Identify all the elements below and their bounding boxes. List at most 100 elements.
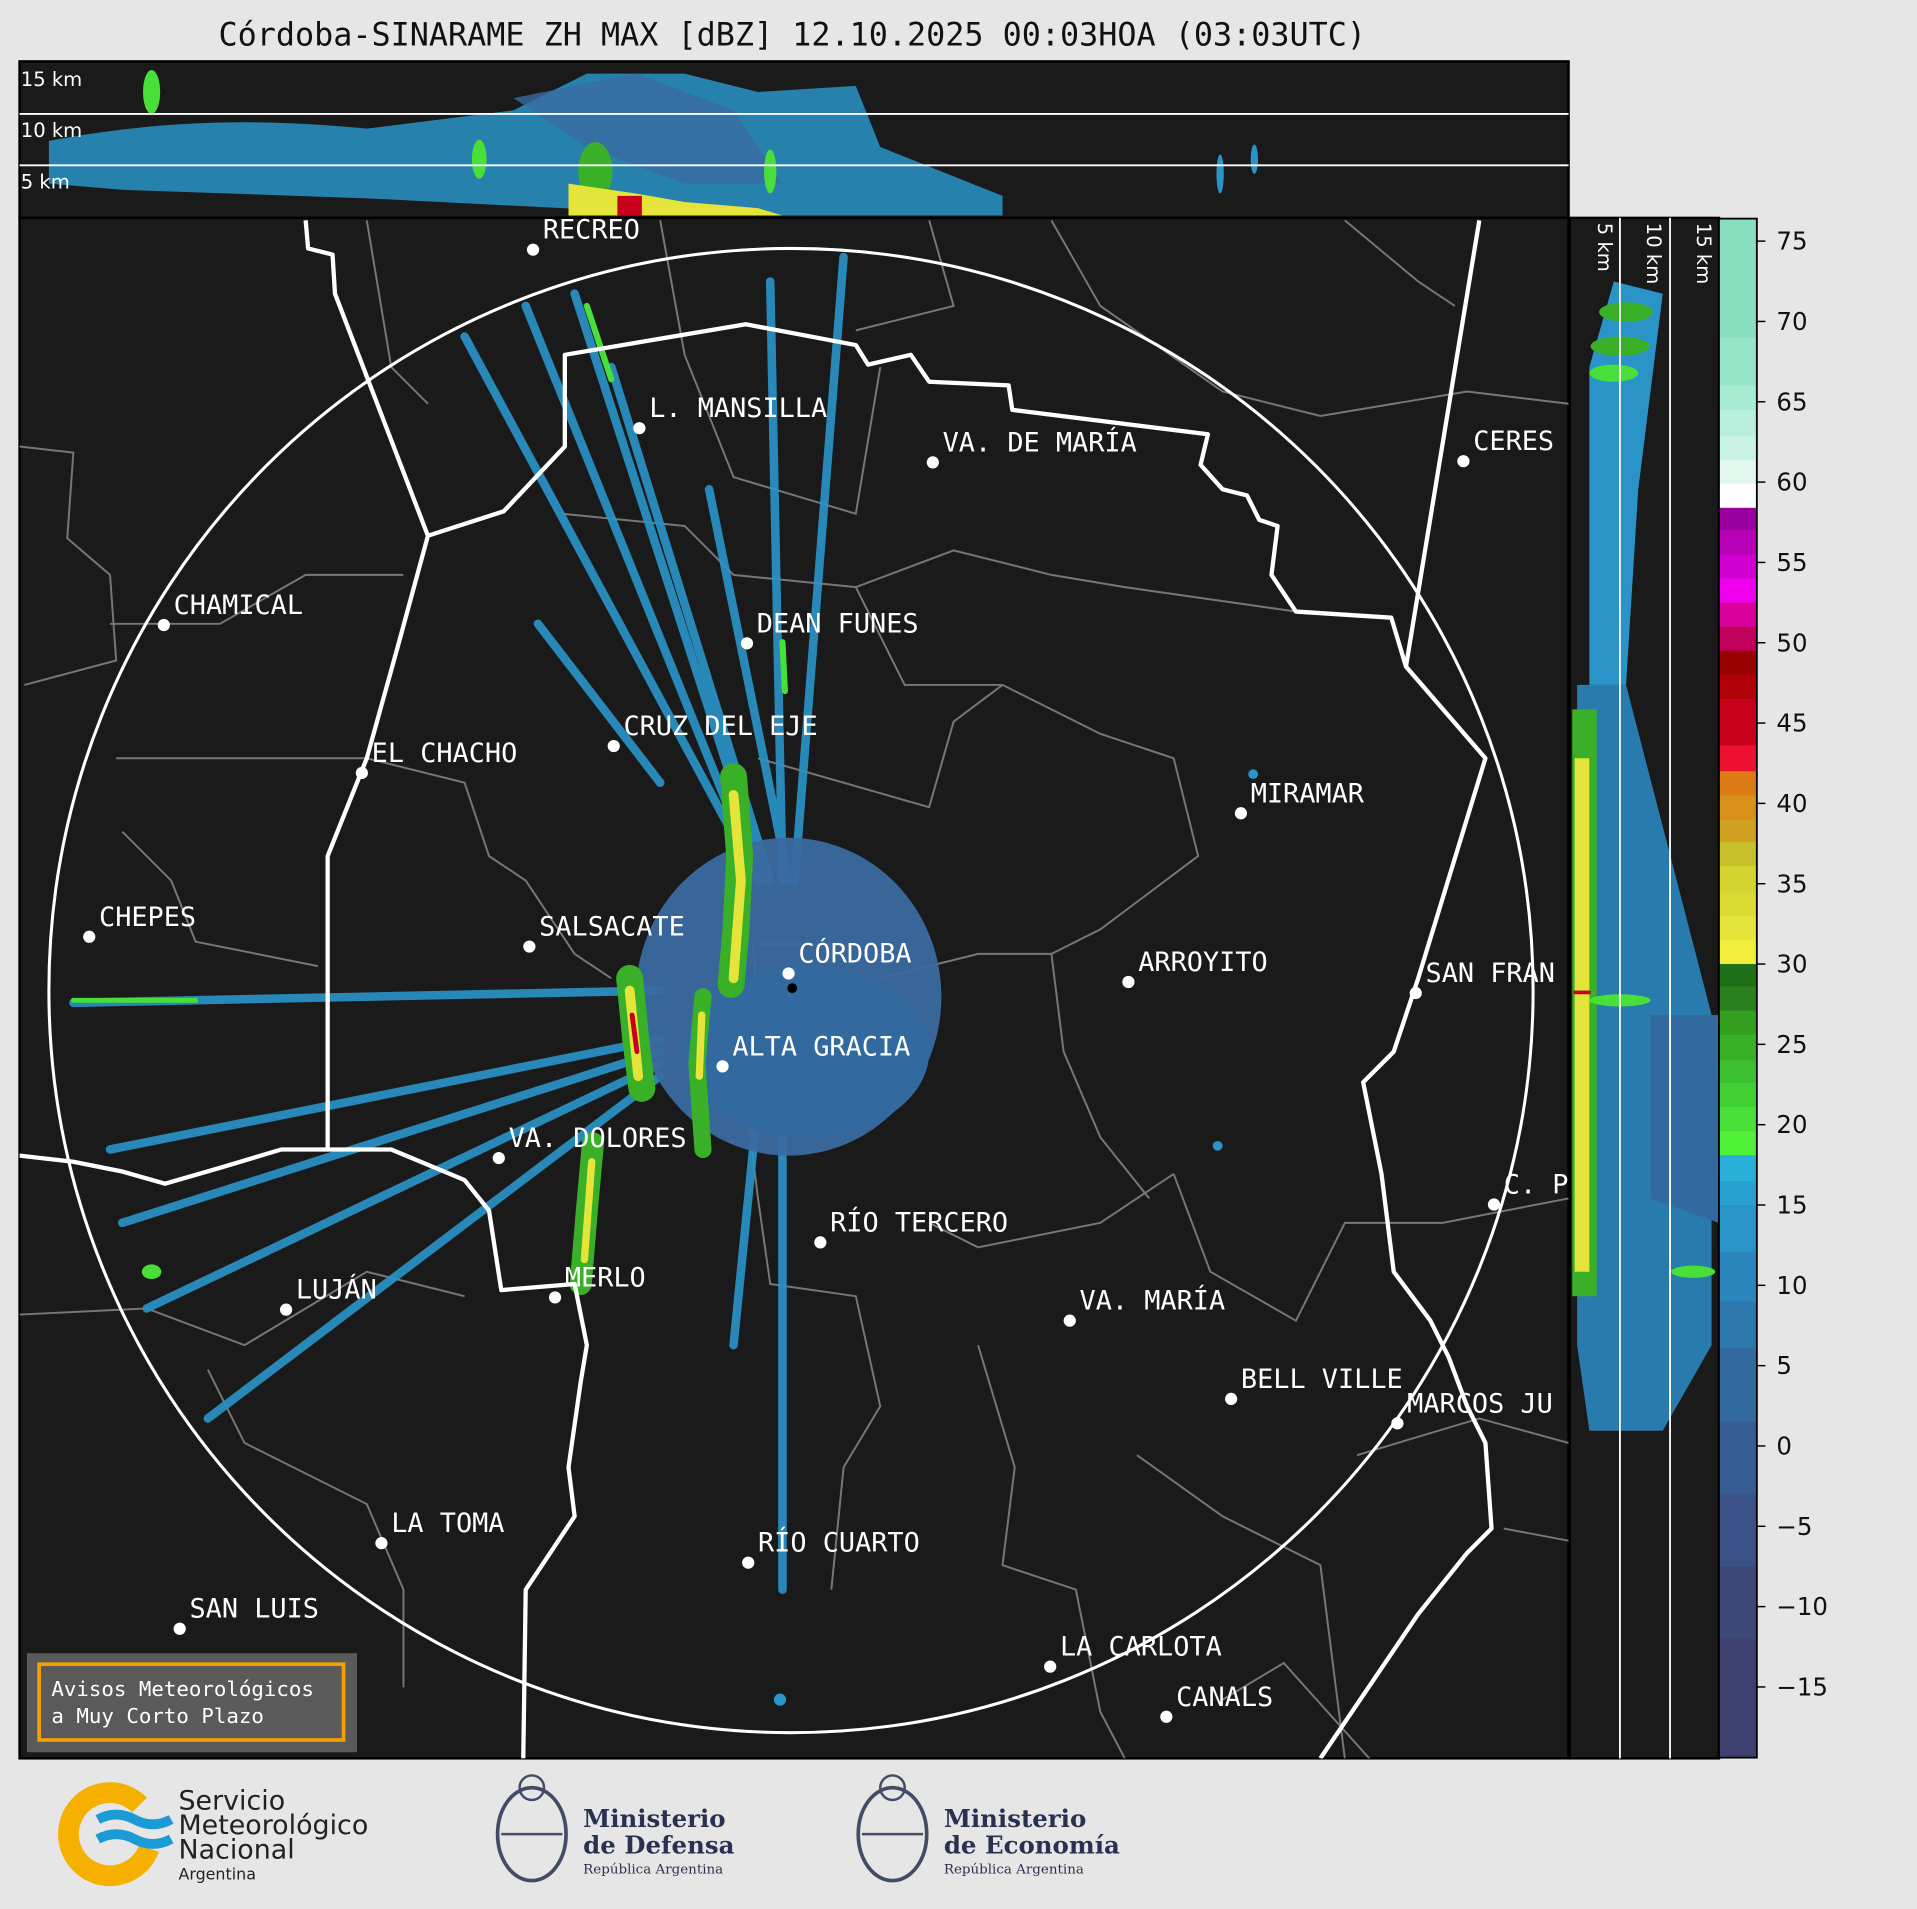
city-dot: [716, 1060, 729, 1073]
colorbar-tick-label: 50: [1776, 628, 1807, 657]
city-dot: [279, 1303, 293, 1316]
city-label: BELL VILLE: [1241, 1364, 1403, 1395]
colorbar-band: [1718, 1060, 1757, 1084]
city-label: MERLO: [565, 1262, 646, 1293]
colorbar-band: [1718, 337, 1757, 387]
city-dot: [742, 1556, 755, 1569]
city-label: CERES: [1473, 426, 1554, 457]
colorbar-band: [1718, 1301, 1757, 1349]
city-label: SAN FRAN: [1426, 958, 1555, 989]
city-label: C. P: [1504, 1170, 1569, 1201]
colorbar-band: [1718, 1082, 1757, 1108]
colorbar-band: [1718, 578, 1757, 604]
logo-text: de Defensa: [583, 1831, 734, 1860]
height-label: 5 km: [21, 171, 70, 194]
city-label: EL CHACHO: [372, 738, 518, 769]
city-marker: L. MANSILLA: [633, 393, 827, 435]
city-marker: RECREO: [526, 218, 640, 256]
city-dot: [740, 637, 754, 650]
city-label: VA. MARÍA: [1080, 1285, 1226, 1317]
height-label: 5 km: [1593, 223, 1616, 272]
city-dot: [375, 1537, 388, 1550]
colorbar-band: [1718, 841, 1757, 867]
colorbar-band: [1718, 866, 1757, 893]
colorbar-band: [1718, 964, 1757, 988]
colorbar-band: [1718, 435, 1757, 461]
colorbar-tick-label: 35: [1776, 869, 1807, 898]
colorbar-band: [1718, 1421, 1757, 1495]
colorbar-band: [1718, 1494, 1757, 1568]
city-dot: [83, 930, 96, 943]
city-marker: DEAN FUNES: [740, 608, 919, 650]
city-label: MARCOS JU: [1407, 1388, 1553, 1419]
side-cross-section-panel: 5 km 10 km 15 km: [1568, 216, 1721, 1760]
colorbar-band: [1718, 1347, 1757, 1423]
city-marker: VA. MARÍA: [1063, 1285, 1226, 1327]
colorbar-tick-label: −15: [1776, 1673, 1828, 1702]
colorbar-tick-label: 0: [1776, 1432, 1792, 1461]
warning-text: Avisos Meteorológicos: [51, 1677, 314, 1701]
city-label: CHEPES: [99, 902, 196, 933]
city-label: CANALS: [1176, 1682, 1273, 1713]
colorbar-band: [1718, 1010, 1757, 1036]
city-dot: [157, 618, 170, 632]
city-label: L. MANSILLA: [649, 393, 827, 424]
colorbar-band: [1718, 698, 1757, 747]
city-label: SAN LUIS: [189, 1594, 318, 1625]
city-marker: LA TOMA: [375, 1508, 504, 1550]
colorbar-band: [1718, 1180, 1757, 1206]
city-marker: SALSACATE: [523, 912, 685, 953]
city-label: DEAN FUNES: [757, 608, 919, 639]
city-dot: [1391, 1417, 1404, 1430]
city-labels: RECREO L. MANSILLA VA. DE MARÍA CERES CHAMIC…: [83, 218, 1569, 1723]
city-label: LUJÁN: [296, 1274, 377, 1306]
city-marker: EL CHACHO: [355, 738, 518, 780]
city-marker: MARCOS JU: [1391, 1388, 1553, 1430]
city-label: RÍO TERCERO: [830, 1206, 1008, 1238]
colorbar-band: [1718, 626, 1757, 652]
city-marker: RÍO CUARTO: [742, 1527, 920, 1569]
colorbar-band: [1718, 795, 1757, 821]
colorbar-band: [1718, 771, 1757, 796]
city-marker: BELL VILLE: [1225, 1364, 1403, 1406]
logo-text: de Economía: [944, 1831, 1120, 1860]
city-marker: SAN FRAN: [1409, 958, 1555, 1000]
city-dot: [526, 243, 540, 256]
colorbar-tick-label: 65: [1776, 387, 1807, 416]
colorbar-tick-label: 20: [1776, 1110, 1807, 1139]
smn-text: Argentina: [178, 1864, 255, 1883]
colorbar-tick-label: 75: [1776, 227, 1807, 256]
colorbar-tick-label: 10: [1776, 1271, 1807, 1300]
colorbar-tick-label: −10: [1776, 1592, 1828, 1621]
colorbar-band: [1718, 939, 1757, 965]
city-dot: [1044, 1660, 1057, 1673]
colorbar-tick-label: 40: [1776, 789, 1807, 818]
city-dot: [492, 1151, 505, 1165]
colorbar-tick-label: 25: [1776, 1030, 1807, 1059]
city-marker: CERES: [1457, 426, 1554, 468]
city-dot: [1487, 1198, 1501, 1211]
city-dot: [1122, 975, 1135, 989]
warning-link[interactable]: Avisos Meteorológicos a Muy Corto Plazo: [26, 1653, 357, 1753]
city-label: VA. DE MARÍA: [943, 426, 1137, 458]
city-marker: C. P: [1487, 1170, 1569, 1211]
city-label: SALSACATE: [539, 912, 685, 943]
colorbar-band: [1718, 674, 1757, 700]
city-dot: [814, 1236, 827, 1249]
colorbar-tick-label: 55: [1776, 548, 1807, 577]
city-dot: [523, 940, 536, 953]
radar-map: RECREO L. MANSILLA VA. DE MARÍA CERES CHAMIC…: [18, 216, 1570, 1760]
city-marker: MERLO: [548, 1262, 646, 1304]
logo-text: Ministerio: [944, 1804, 1086, 1833]
smn-text: Nacional: [178, 1835, 294, 1866]
ministerio-defensa-logo: Ministerio de Defensa República Argentin…: [495, 1774, 735, 1883]
height-label: 15 km: [1692, 223, 1715, 284]
logo-text: República Argentina: [944, 1862, 1084, 1877]
colorbar-band: [1718, 409, 1757, 437]
city-marker: CRUZ DEL EJE: [607, 711, 818, 753]
city-label: LA TOMA: [391, 1508, 504, 1539]
city-marker: VA. DE MARÍA: [926, 426, 1137, 469]
city-dot: [1457, 455, 1470, 468]
